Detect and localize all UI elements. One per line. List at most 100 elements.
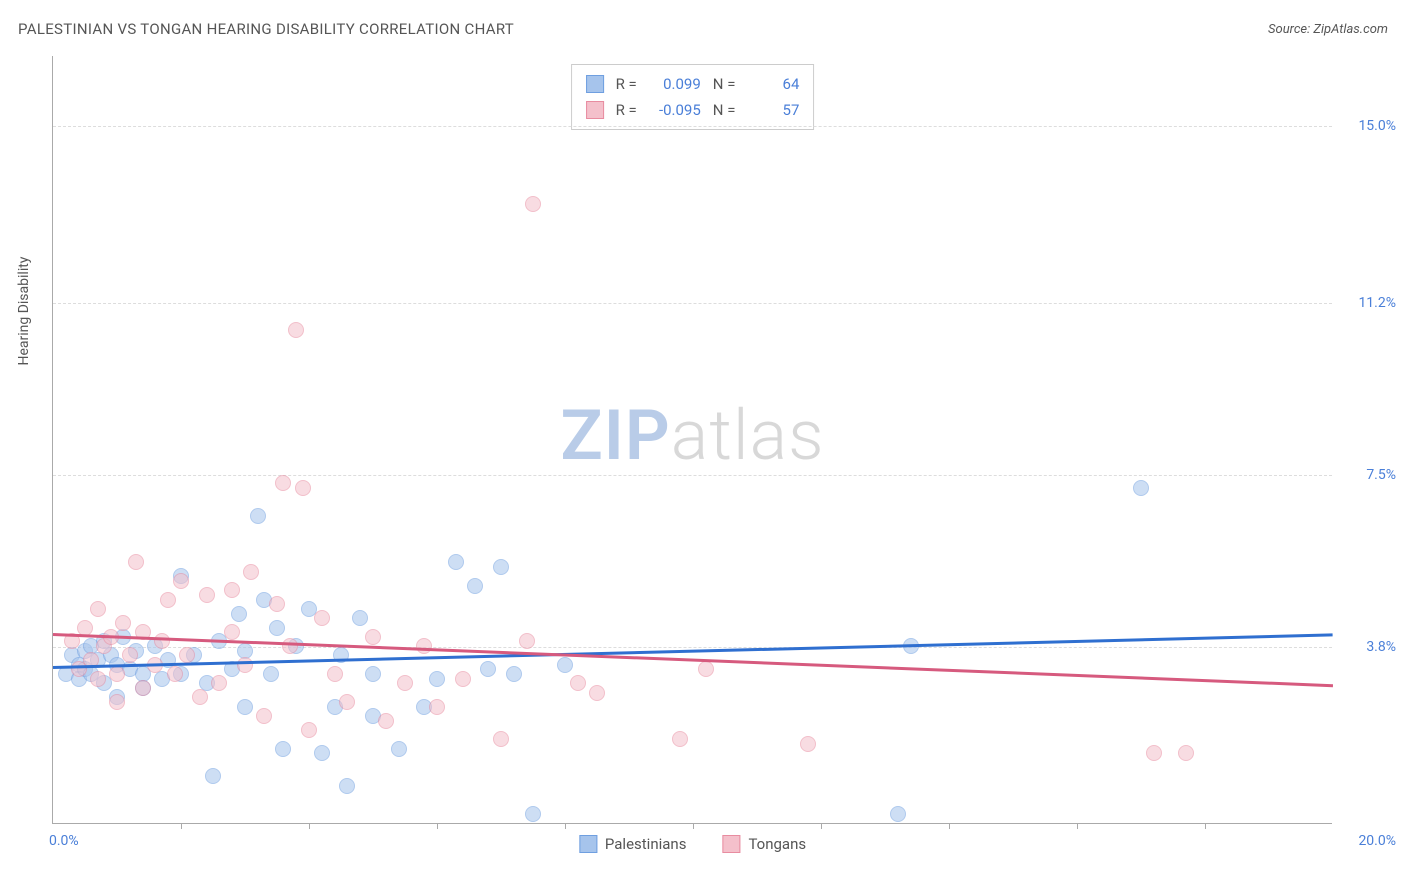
scatter-point [391, 741, 407, 757]
scatter-point [519, 633, 535, 649]
scatter-point [429, 699, 445, 715]
scatter-point [231, 606, 247, 622]
scatter-point [224, 582, 240, 598]
scatter-point [301, 722, 317, 738]
x-tick [565, 823, 566, 829]
watermark: ZIPatlas [560, 394, 824, 476]
scatter-point [275, 741, 291, 757]
stats-legend-box: R = 0.099 N = 64 R = -0.095 N = 57 [571, 64, 815, 130]
scatter-point [672, 731, 688, 747]
scatter-point [327, 666, 343, 682]
scatter-point [557, 657, 573, 673]
scatter-point [589, 685, 605, 701]
stats-R-series2: -0.095 [645, 97, 701, 123]
scatter-point [365, 666, 381, 682]
stats-N-label: N = [713, 97, 736, 123]
scatter-point [154, 633, 170, 649]
x-tick [1077, 823, 1078, 829]
scatter-point [378, 713, 394, 729]
scatter-point [493, 559, 509, 575]
stats-row-series1: R = 0.099 N = 64 [586, 71, 800, 97]
gridline [53, 126, 1332, 127]
x-tick [309, 823, 310, 829]
watermark-bold: ZIP [560, 394, 670, 476]
scatter-point [455, 671, 471, 687]
scatter-point [890, 806, 906, 822]
gridline [53, 475, 1332, 476]
scatter-point [256, 708, 272, 724]
stats-N-series1: 64 [743, 71, 799, 97]
scatter-point [237, 657, 253, 673]
scatter-point [365, 629, 381, 645]
x-tick [181, 823, 182, 829]
scatter-point [167, 666, 183, 682]
legend-item-series2: Tongans [722, 835, 806, 853]
scatter-point [282, 638, 298, 654]
y-axis-label: Hearing Disability [16, 257, 32, 366]
stats-row-series2: R = -0.095 N = 57 [586, 97, 800, 123]
scatter-point [698, 661, 714, 677]
stats-R-label: R = [616, 97, 637, 123]
scatter-point [263, 666, 279, 682]
scatter-point [192, 689, 208, 705]
scatter-point [339, 778, 355, 794]
stats-R-label: R = [616, 71, 637, 97]
swatch-series1-icon [579, 835, 597, 853]
x-tick [1205, 823, 1206, 829]
scatter-point [199, 587, 215, 603]
scatter-point [525, 196, 541, 212]
stats-N-label: N = [713, 71, 736, 97]
watermark-light: atlas [671, 394, 825, 476]
stats-N-series2: 57 [743, 97, 799, 123]
scatter-point [179, 647, 195, 663]
scatter-chart: ZIPatlas R = 0.099 N = 64 R = -0.095 N =… [52, 56, 1332, 824]
scatter-point [314, 610, 330, 626]
scatter-point [352, 610, 368, 626]
scatter-point [160, 592, 176, 608]
legend-label-series1: Palestinians [605, 835, 687, 853]
scatter-point [211, 675, 227, 691]
y-tick-label: 3.8% [1338, 639, 1396, 655]
x-tick [949, 823, 950, 829]
source-label: Source: ZipAtlas.com [1268, 22, 1388, 37]
y-tick-label: 7.5% [1338, 467, 1396, 483]
scatter-point [275, 475, 291, 491]
scatter-point [237, 699, 253, 715]
x-axis-end-label: 20.0% [1358, 833, 1396, 849]
scatter-point [1133, 480, 1149, 496]
scatter-point [224, 624, 240, 640]
scatter-point [339, 694, 355, 710]
scatter-point [288, 322, 304, 338]
scatter-point [314, 745, 330, 761]
chart-title: PALESTINIAN VS TONGAN HEARING DISABILITY… [18, 20, 514, 38]
swatch-series2 [586, 101, 604, 119]
scatter-point [1178, 745, 1194, 761]
y-tick-label: 11.2% [1338, 295, 1396, 311]
scatter-point [416, 638, 432, 654]
scatter-point [115, 615, 131, 631]
scatter-point [243, 564, 259, 580]
legend-label-series2: Tongans [748, 835, 806, 853]
scatter-point [506, 666, 522, 682]
scatter-point [448, 554, 464, 570]
gridline [53, 303, 1332, 304]
scatter-point [128, 554, 144, 570]
x-axis-start-label: 0.0% [49, 833, 79, 849]
scatter-point [173, 573, 189, 589]
scatter-point [269, 620, 285, 636]
scatter-point [800, 736, 816, 752]
scatter-point [480, 661, 496, 677]
swatch-series1 [586, 75, 604, 93]
bottom-legend: Palestinians Tongans [579, 835, 806, 853]
scatter-point [269, 596, 285, 612]
scatter-point [135, 680, 151, 696]
legend-item-series1: Palestinians [579, 835, 687, 853]
scatter-point [90, 601, 106, 617]
x-tick [821, 823, 822, 829]
scatter-point [467, 578, 483, 594]
scatter-point [525, 806, 541, 822]
x-tick [437, 823, 438, 829]
y-tick-label: 15.0% [1338, 118, 1396, 134]
scatter-point [205, 768, 221, 784]
scatter-point [1146, 745, 1162, 761]
